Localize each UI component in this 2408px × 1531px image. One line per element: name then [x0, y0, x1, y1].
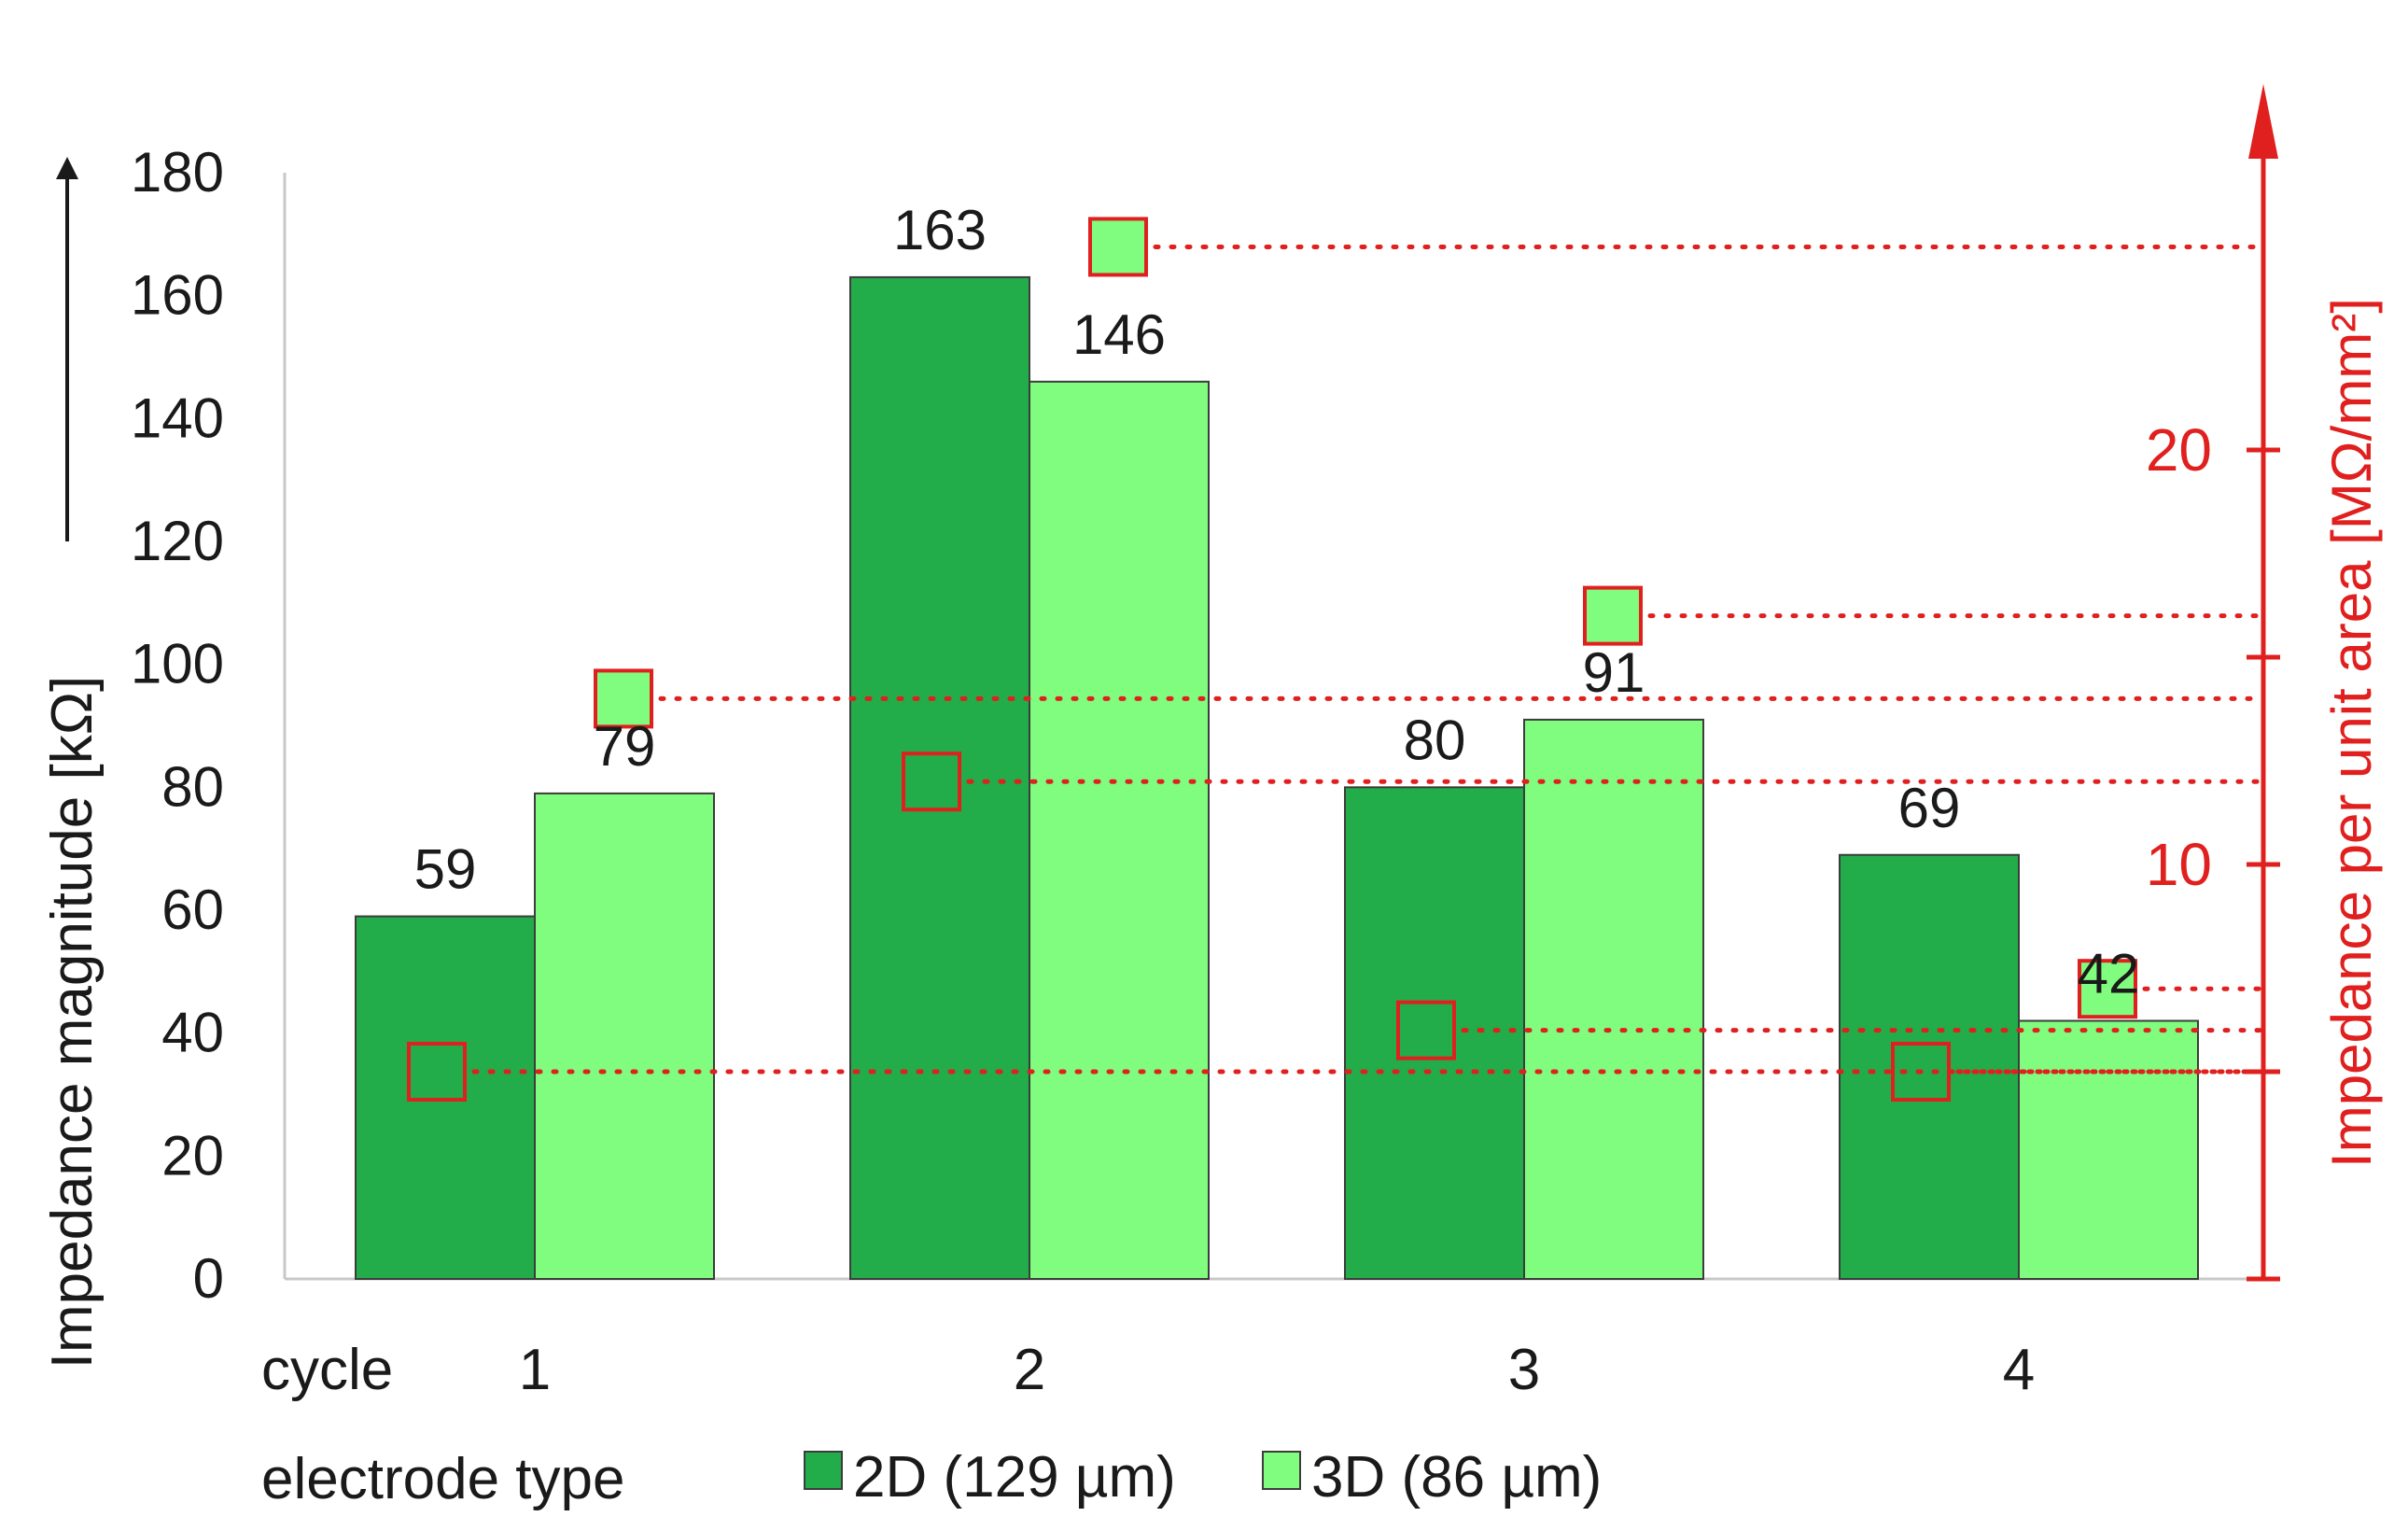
- area-marker: [1088, 217, 1148, 277]
- category-label: 1: [519, 1338, 551, 1402]
- area-marker: [1891, 1042, 1951, 1102]
- bar-value-label: 146: [1072, 303, 1166, 366]
- bar: [355, 915, 536, 1280]
- y2-tick-label: 10: [2146, 831, 2212, 898]
- category-axis: cycle 1 2 3 4: [261, 1338, 2035, 1402]
- y-tick-label: 120: [131, 510, 224, 572]
- category-axis-title: cycle: [261, 1338, 393, 1402]
- marker-guides: [471, 244, 2266, 1075]
- y2-axis-title: Impedance per unit area [MΩ/mm²]: [2320, 298, 2383, 1168]
- bar: [534, 792, 715, 1280]
- y-axis-title: Impedance magnitude [kΩ]: [40, 676, 105, 1369]
- y-tick-label: 180: [131, 141, 224, 204]
- y2-tick-label: 20: [2146, 416, 2212, 484]
- y-tick-label: 160: [131, 264, 224, 327]
- y-tick-label: 40: [161, 1002, 224, 1064]
- y-tick-label: 0: [193, 1247, 224, 1310]
- area-marker: [1396, 1000, 1456, 1060]
- category-label: 3: [1508, 1338, 1540, 1402]
- left-axis: 0 20 40 60 80 100 120 140 160 180 Impedance magnit…: [40, 141, 2263, 1369]
- bar-value-label: 69: [1898, 777, 1961, 839]
- area-marker: [594, 668, 653, 729]
- area-markers: [407, 217, 2137, 1102]
- area-marker: [2078, 959, 2137, 1019]
- category-label: 4: [2003, 1338, 2035, 1402]
- bar-value-label: 80: [1404, 709, 1466, 771]
- bar-value-label: 59: [414, 838, 477, 901]
- y-tick-label: 100: [131, 633, 224, 695]
- legend-label: 2D (129 µm): [853, 1445, 1176, 1510]
- bar: [1839, 853, 2020, 1280]
- legend-label: 3D (86 µm): [1311, 1445, 1602, 1510]
- legend: electrode type 2D (129 µm) 3D (86 µm): [261, 1445, 1602, 1511]
- bars: [355, 275, 2199, 1281]
- area-marker: [1583, 585, 1643, 646]
- area-marker: [407, 1042, 467, 1102]
- category-label: 2: [1014, 1338, 1045, 1402]
- bar-value-label: 163: [893, 199, 987, 261]
- y-tick-label: 80: [161, 755, 224, 818]
- y-tick-label: 20: [161, 1124, 224, 1187]
- legend-title: electrode type: [261, 1447, 624, 1511]
- right-axis: 10 20 Impedance per unit area [MΩ/mm²]: [2146, 84, 2383, 1282]
- bar-value-label: 91: [1583, 641, 1645, 704]
- data-labels: 59 79 163 146 80 91 69 42: [414, 199, 2140, 1005]
- legend-swatch: [1262, 1451, 1301, 1490]
- bar: [1523, 718, 1704, 1280]
- bar: [2018, 1019, 2199, 1280]
- y-tick-label: 60: [161, 878, 224, 941]
- y-tick-label: 140: [131, 386, 224, 449]
- bar: [1344, 786, 1525, 1280]
- bar: [1029, 380, 1210, 1281]
- right-axis-arrow: [2248, 84, 2278, 159]
- bar-value-label: 79: [594, 715, 656, 778]
- area-marker: [902, 751, 961, 812]
- legend-swatch: [804, 1451, 843, 1490]
- bar: [849, 275, 1030, 1281]
- bar-value-label: 42: [2078, 943, 2140, 1005]
